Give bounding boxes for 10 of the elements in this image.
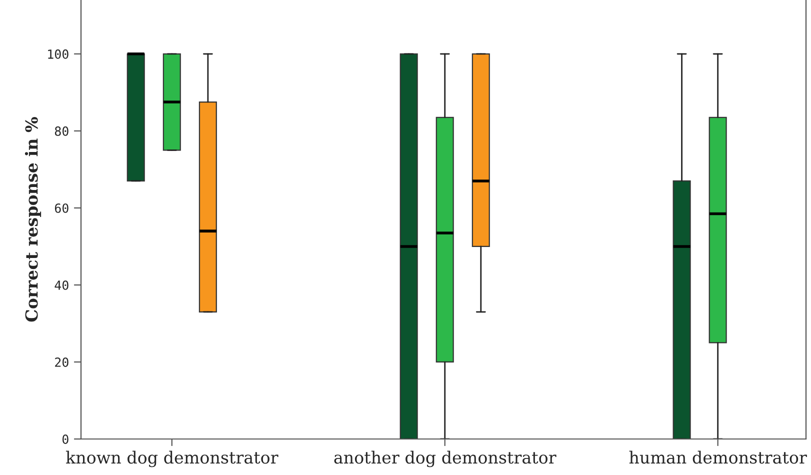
y-axis-title: Correct response in % xyxy=(24,117,42,322)
y-tick-label: 60 xyxy=(54,203,68,213)
y-tick-label: 80 xyxy=(54,126,68,136)
y-tick-label: 20 xyxy=(55,357,68,367)
y-tick-label: 40 xyxy=(54,280,68,290)
x-tick-label: human demonstrator xyxy=(629,450,807,464)
y-tick-label: 100 xyxy=(48,49,68,59)
y-tick-label: 0 xyxy=(62,434,68,444)
x-tick-label: another dog demonstrator xyxy=(334,450,556,468)
x-tick-label: known dog demonstrator xyxy=(66,450,278,468)
